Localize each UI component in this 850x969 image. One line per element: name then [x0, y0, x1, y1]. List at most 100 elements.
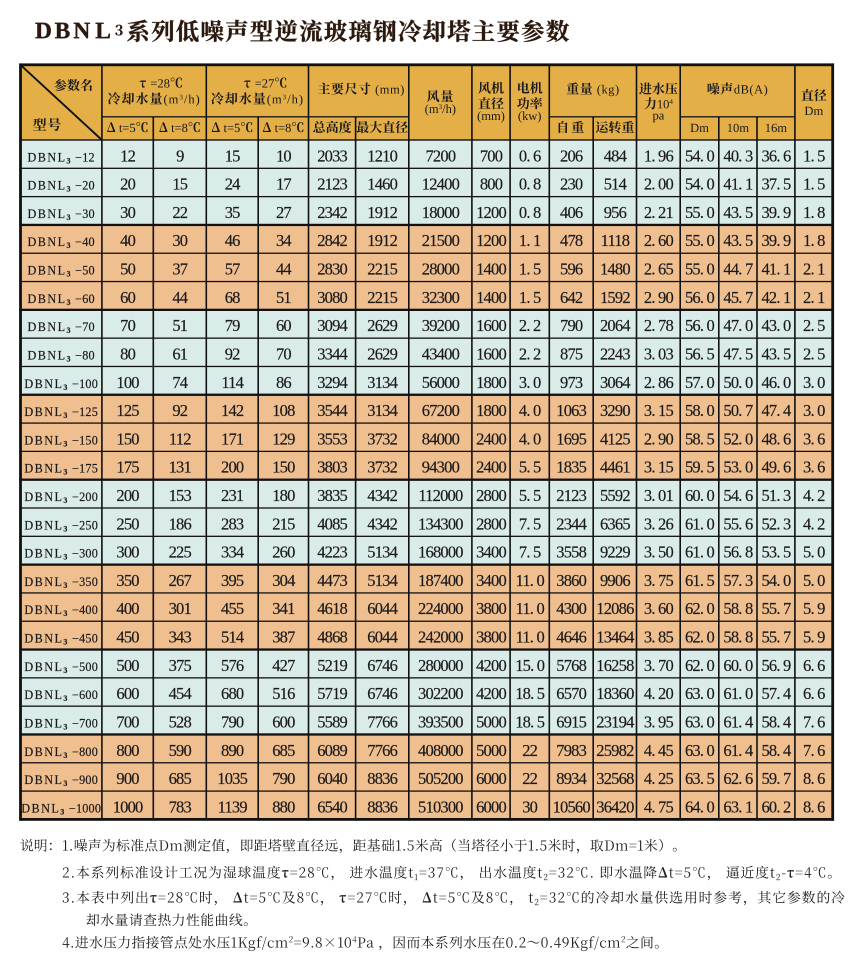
svg-text:15: 15: [225, 146, 240, 165]
svg-text:60. 2: 60. 2: [761, 797, 791, 816]
svg-text:DBNL3−125: DBNL3 −125: [24, 405, 98, 420]
svg-text:200: 200: [221, 458, 244, 477]
svg-text:34: 34: [276, 231, 291, 250]
svg-text:32300: 32300: [422, 288, 460, 307]
svg-text:528: 528: [169, 713, 192, 732]
svg-text:267: 267: [169, 571, 192, 590]
svg-text:5768: 5768: [556, 656, 586, 675]
svg-text:395: 395: [221, 571, 244, 590]
svg-text:100: 100: [116, 373, 139, 392]
svg-text:6746: 6746: [367, 684, 397, 703]
svg-text:2842: 2842: [317, 231, 347, 250]
svg-text:150: 150: [272, 458, 295, 477]
svg-text:2. 86: 2. 86: [644, 373, 674, 392]
svg-text:1200: 1200: [476, 231, 506, 250]
svg-text:1600: 1600: [476, 316, 506, 335]
svg-text:92: 92: [172, 401, 187, 420]
svg-text:6540: 6540: [317, 797, 347, 816]
svg-text:4. 2: 4. 2: [803, 486, 825, 505]
svg-text:5. 5: 5. 5: [519, 458, 541, 477]
svg-text:7200: 7200: [425, 146, 455, 165]
svg-text:54. 0: 54. 0: [685, 146, 715, 165]
svg-text:1592: 1592: [600, 288, 630, 307]
svg-text:2. 1: 2. 1: [803, 260, 825, 279]
svg-text:43. 5: 43. 5: [761, 345, 791, 364]
svg-text:500: 500: [116, 656, 139, 675]
svg-text:55. 7: 55. 7: [761, 628, 791, 647]
svg-text:3732: 3732: [367, 429, 397, 448]
svg-text:334: 334: [221, 543, 244, 562]
svg-text:61. 4: 61. 4: [723, 741, 753, 760]
svg-text:DBNL3−40: DBNL3 −40: [28, 235, 95, 250]
svg-text:2629: 2629: [367, 345, 397, 364]
svg-text:42. 1: 42. 1: [761, 288, 791, 307]
svg-text:3. 6: 3. 6: [803, 429, 825, 448]
svg-text:4646: 4646: [556, 628, 586, 647]
svg-text:3294: 3294: [317, 373, 347, 392]
svg-text:387: 387: [272, 628, 295, 647]
svg-text:2243: 2243: [600, 345, 630, 364]
svg-text:3094: 3094: [317, 316, 347, 335]
svg-text:3. 70: 3. 70: [644, 656, 674, 675]
svg-text:40: 40: [120, 231, 135, 250]
svg-text:2. 00: 2. 00: [644, 175, 674, 194]
svg-text:47. 0: 47. 0: [723, 316, 753, 335]
svg-text:6. 6: 6. 6: [803, 684, 825, 703]
svg-text:63. 0: 63. 0: [685, 713, 715, 732]
svg-text:880: 880: [272, 797, 295, 816]
svg-text:231: 231: [221, 486, 244, 505]
svg-text:0. 6: 0. 6: [519, 146, 541, 165]
svg-text:596: 596: [560, 260, 583, 279]
svg-text:94300: 94300: [422, 458, 460, 477]
svg-text:8836: 8836: [367, 769, 397, 788]
svg-text:3. 0: 3. 0: [519, 373, 541, 392]
svg-text:2033: 2033: [317, 146, 347, 165]
svg-text:206: 206: [560, 146, 583, 165]
svg-text:200: 200: [116, 486, 139, 505]
svg-text:3. 6: 3. 6: [803, 458, 825, 477]
svg-text:5134: 5134: [367, 543, 397, 562]
svg-text:3732: 3732: [367, 458, 397, 477]
svg-text:1. 5: 1. 5: [519, 288, 541, 307]
svg-text:39. 9: 39. 9: [761, 203, 791, 222]
svg-text:52. 0: 52. 0: [723, 429, 753, 448]
svg-text:1. 8: 1. 8: [803, 231, 825, 250]
svg-text:51: 51: [276, 288, 291, 307]
svg-text:12400: 12400: [422, 175, 460, 194]
svg-text:600: 600: [272, 713, 295, 732]
svg-text:63. 0: 63. 0: [685, 741, 715, 760]
svg-text:DBNL3−350: DBNL3 −350: [24, 575, 98, 590]
svg-text:40. 3: 40. 3: [723, 146, 753, 165]
svg-text:4300: 4300: [556, 599, 586, 618]
svg-text:46. 0: 46. 0: [761, 373, 791, 392]
svg-text:3. 15: 3. 15: [644, 401, 674, 420]
svg-text:125: 125: [116, 401, 139, 420]
svg-text:3080: 3080: [317, 288, 347, 307]
svg-text:2. 21: 2. 21: [644, 203, 674, 222]
svg-text:5. 9: 5. 9: [803, 628, 825, 647]
svg-text:61. 0: 61. 0: [685, 543, 715, 562]
svg-text:514: 514: [221, 628, 244, 647]
svg-text:1. 5: 1. 5: [519, 260, 541, 279]
svg-text:55. 0: 55. 0: [685, 231, 715, 250]
svg-text:74: 74: [172, 373, 187, 392]
svg-text:2629: 2629: [367, 316, 397, 335]
svg-text:6040: 6040: [317, 769, 347, 788]
svg-text:6000: 6000: [476, 797, 506, 816]
svg-text:7983: 7983: [556, 741, 586, 760]
svg-text:5134: 5134: [367, 571, 397, 590]
svg-text:11. 0: 11. 0: [516, 628, 545, 647]
svg-text:11. 0: 11. 0: [516, 571, 545, 590]
svg-text:70: 70: [276, 345, 291, 364]
svg-text:576: 576: [221, 656, 244, 675]
svg-text:790: 790: [221, 713, 244, 732]
svg-text:41. 1: 41. 1: [761, 260, 791, 279]
svg-text:DBNL3−300: DBNL3 −300: [24, 547, 98, 562]
svg-text:114: 114: [221, 373, 243, 392]
svg-text:1035: 1035: [217, 769, 247, 788]
svg-text:48. 6: 48. 6: [761, 429, 791, 448]
svg-text:1063: 1063: [556, 401, 586, 420]
svg-text:150: 150: [116, 429, 139, 448]
svg-text:5. 0: 5. 0: [803, 571, 825, 590]
svg-text:4200: 4200: [476, 684, 506, 703]
